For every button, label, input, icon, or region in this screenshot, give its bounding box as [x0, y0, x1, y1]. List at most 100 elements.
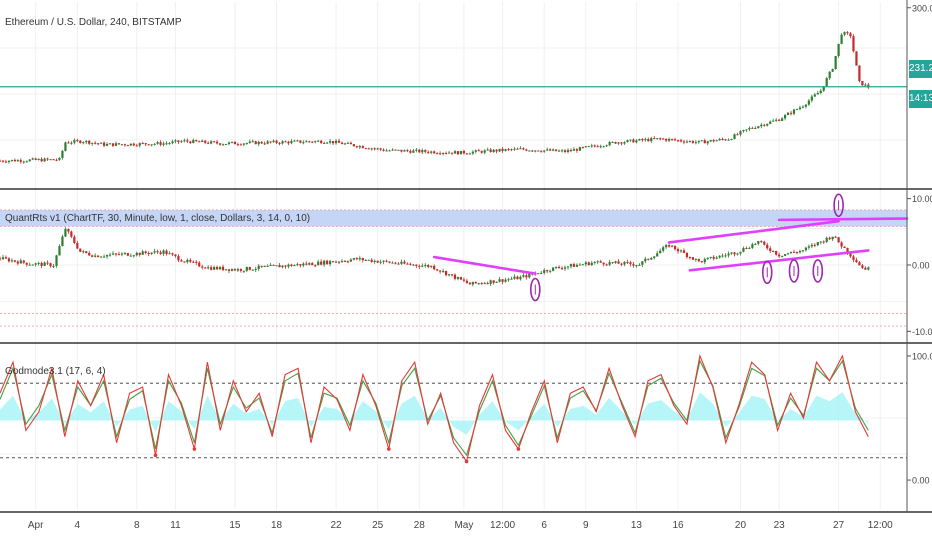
quant-candle-body — [822, 241, 825, 243]
godmode-fill-area — [0, 392, 869, 435]
quant-candle-body — [444, 271, 448, 276]
price-candle-body — [703, 140, 706, 144]
quant-candle-body — [28, 264, 31, 266]
price-candle-body — [82, 142, 85, 144]
price-candle-body — [644, 139, 647, 141]
quant-candle-body — [528, 273, 531, 278]
quant-candle-body — [94, 255, 97, 257]
quant-candle-body — [436, 269, 439, 271]
price-candle-body — [709, 140, 712, 142]
quant-candle-body — [293, 265, 296, 267]
price-candle-body — [85, 140, 88, 143]
quant-candle-body — [242, 270, 245, 272]
price-candle-body — [91, 142, 94, 144]
price-candle-body — [117, 143, 121, 145]
quant-candle-body — [516, 276, 519, 280]
price-candle-body — [210, 141, 213, 144]
quant-candle-body — [361, 258, 364, 261]
quant-candle-body — [337, 261, 341, 263]
price-candle-body — [364, 148, 367, 150]
quant-candle-body — [804, 247, 807, 251]
quant-candle-body — [400, 261, 403, 264]
quant-candle-body — [19, 260, 22, 264]
quant-candle-body — [560, 268, 564, 270]
price-candle-body — [159, 142, 162, 145]
price-candle-body — [293, 140, 296, 142]
price-candle-body — [575, 149, 579, 151]
price-candle-body — [323, 142, 326, 144]
quant-candle-body — [733, 252, 736, 255]
quant-candle-body — [543, 270, 546, 273]
price-candle-body — [13, 159, 16, 162]
price-candle-body — [667, 138, 671, 141]
price-candle-body — [846, 32, 849, 34]
price-candle-body — [540, 151, 543, 153]
quant-candle-body — [260, 265, 263, 267]
quant-candle-body — [49, 263, 52, 267]
quant-candle-body — [659, 250, 662, 254]
x-tick-label: 4 — [75, 520, 81, 531]
quant-candle-body — [195, 261, 198, 263]
quant-candle-body — [412, 264, 415, 266]
godmode-fast-line — [0, 353, 869, 463]
price-candle-body — [450, 152, 454, 154]
quant-candle-body — [739, 251, 742, 254]
price-candle-body — [4, 161, 8, 163]
price-candle-body — [653, 138, 656, 140]
x-tick-label: 6 — [541, 520, 547, 531]
quant-candle-body — [272, 264, 275, 266]
quant-candle-body — [37, 262, 40, 264]
quant-candle-body — [552, 267, 555, 271]
price-candle-body — [795, 109, 799, 111]
quant-candle-body — [10, 260, 13, 262]
price-candle-body — [656, 138, 659, 140]
quant-candle-body — [801, 250, 805, 252]
quant-candle-body — [465, 280, 468, 283]
quant-candle-body — [665, 245, 668, 248]
signal-marker — [788, 259, 800, 283]
quant-candle-body — [16, 261, 19, 264]
price-candle-body — [650, 138, 653, 142]
price-candle-body — [311, 141, 314, 143]
godmode-oversold-dot — [387, 447, 391, 451]
price-candle-body — [459, 150, 463, 155]
price-candle-body — [34, 158, 37, 160]
y-tick-label: 0.00 — [912, 476, 930, 486]
quant-candle-body — [763, 241, 766, 245]
price-candle-body — [290, 141, 293, 144]
price-candle-body — [670, 138, 674, 140]
quant-candle-body — [385, 260, 388, 262]
quant-candle-body — [284, 265, 287, 267]
quant-candle-body — [792, 251, 796, 253]
price-candle-body — [403, 150, 406, 152]
price-candle-body — [659, 138, 662, 140]
quant-candle-body — [766, 244, 769, 249]
price-candle-body — [837, 43, 840, 57]
price-candle-body — [111, 143, 115, 146]
quant-candle-body — [453, 274, 457, 279]
quant-candle-body — [783, 254, 787, 256]
quant-candle-body — [474, 281, 477, 284]
signal-marker — [529, 277, 541, 302]
price-candle-body — [578, 147, 581, 151]
x-tick-label: 15 — [229, 520, 241, 531]
quant-candle-body — [46, 262, 49, 264]
price-candle-body — [278, 142, 281, 144]
price-candle-body — [147, 144, 150, 146]
price-candle-body — [242, 143, 245, 145]
quant-candle-body — [670, 245, 674, 247]
quant-candle-body — [456, 277, 460, 279]
price-candle-body — [251, 141, 254, 143]
price-candle-body — [739, 131, 742, 135]
price-candle-body — [751, 127, 754, 129]
price-candle-body — [804, 104, 807, 107]
price-candle-body — [608, 141, 611, 146]
quant-candle-body — [572, 264, 576, 267]
quant-candle-body — [626, 261, 629, 263]
price-candle-body — [352, 144, 355, 147]
quant-candle-body — [433, 265, 436, 270]
quant-candle-body — [760, 241, 763, 243]
quant-candle-body — [861, 265, 864, 268]
price-candle-body — [373, 148, 376, 150]
